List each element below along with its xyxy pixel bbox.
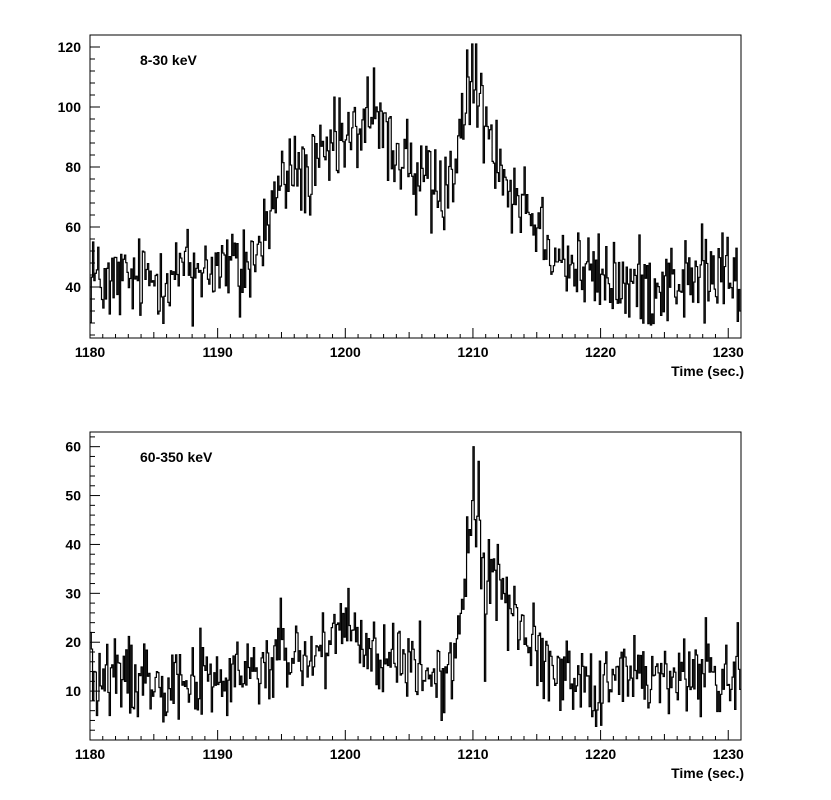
y-tick-label: 100: [58, 99, 82, 115]
x-tick-label: 1180: [75, 344, 106, 360]
y-tick-label: 20: [65, 634, 81, 650]
x-tick-label: 1230: [713, 344, 744, 360]
x-tick-label: 1210: [457, 746, 488, 762]
y-tick-label: 120: [58, 39, 82, 55]
x-tick-label: 1230: [713, 746, 744, 762]
y-tick-label: 60: [65, 219, 81, 235]
chart-panel-2: 1180 1190 1200 1210 1220 1230 10 20 30 40 50 60 Time…: [65, 431, 744, 781]
x-tick-label: 1180: [75, 746, 106, 762]
energy-band-label: 60-350 keV: [140, 449, 213, 465]
x-axis-title: Time (sec.): [671, 363, 744, 379]
x-axis-title: Time (sec.): [671, 765, 744, 781]
plot-frame: [89, 34, 742, 339]
energy-band-label: 8-30 keV: [140, 52, 197, 68]
x-tick-label: 1200: [330, 746, 361, 762]
y-tick-label: 60: [65, 439, 81, 455]
y-tick-label: 80: [65, 159, 81, 175]
x-tick-label: 1220: [585, 746, 616, 762]
y-tick-label: 30: [65, 585, 81, 601]
y-tick-label: 40: [65, 279, 81, 295]
plot-frame: [89, 431, 742, 741]
chart-panel-1: 1180 1190 1200 1210 1220 1230 40 60 80 100 120 Time…: [58, 34, 744, 379]
x-tick-label: 1210: [457, 344, 488, 360]
x-tick-label: 1200: [330, 344, 361, 360]
light-curve-series: [90, 43, 741, 327]
y-tick-label: 10: [65, 683, 81, 699]
light-curve-series: [90, 446, 741, 728]
x-tick-label: 1190: [202, 344, 233, 360]
y-tick-label: 50: [65, 488, 81, 504]
x-tick-label: 1220: [585, 344, 616, 360]
x-tick-label: 1190: [202, 746, 233, 762]
y-tick-label: 40: [65, 536, 81, 552]
